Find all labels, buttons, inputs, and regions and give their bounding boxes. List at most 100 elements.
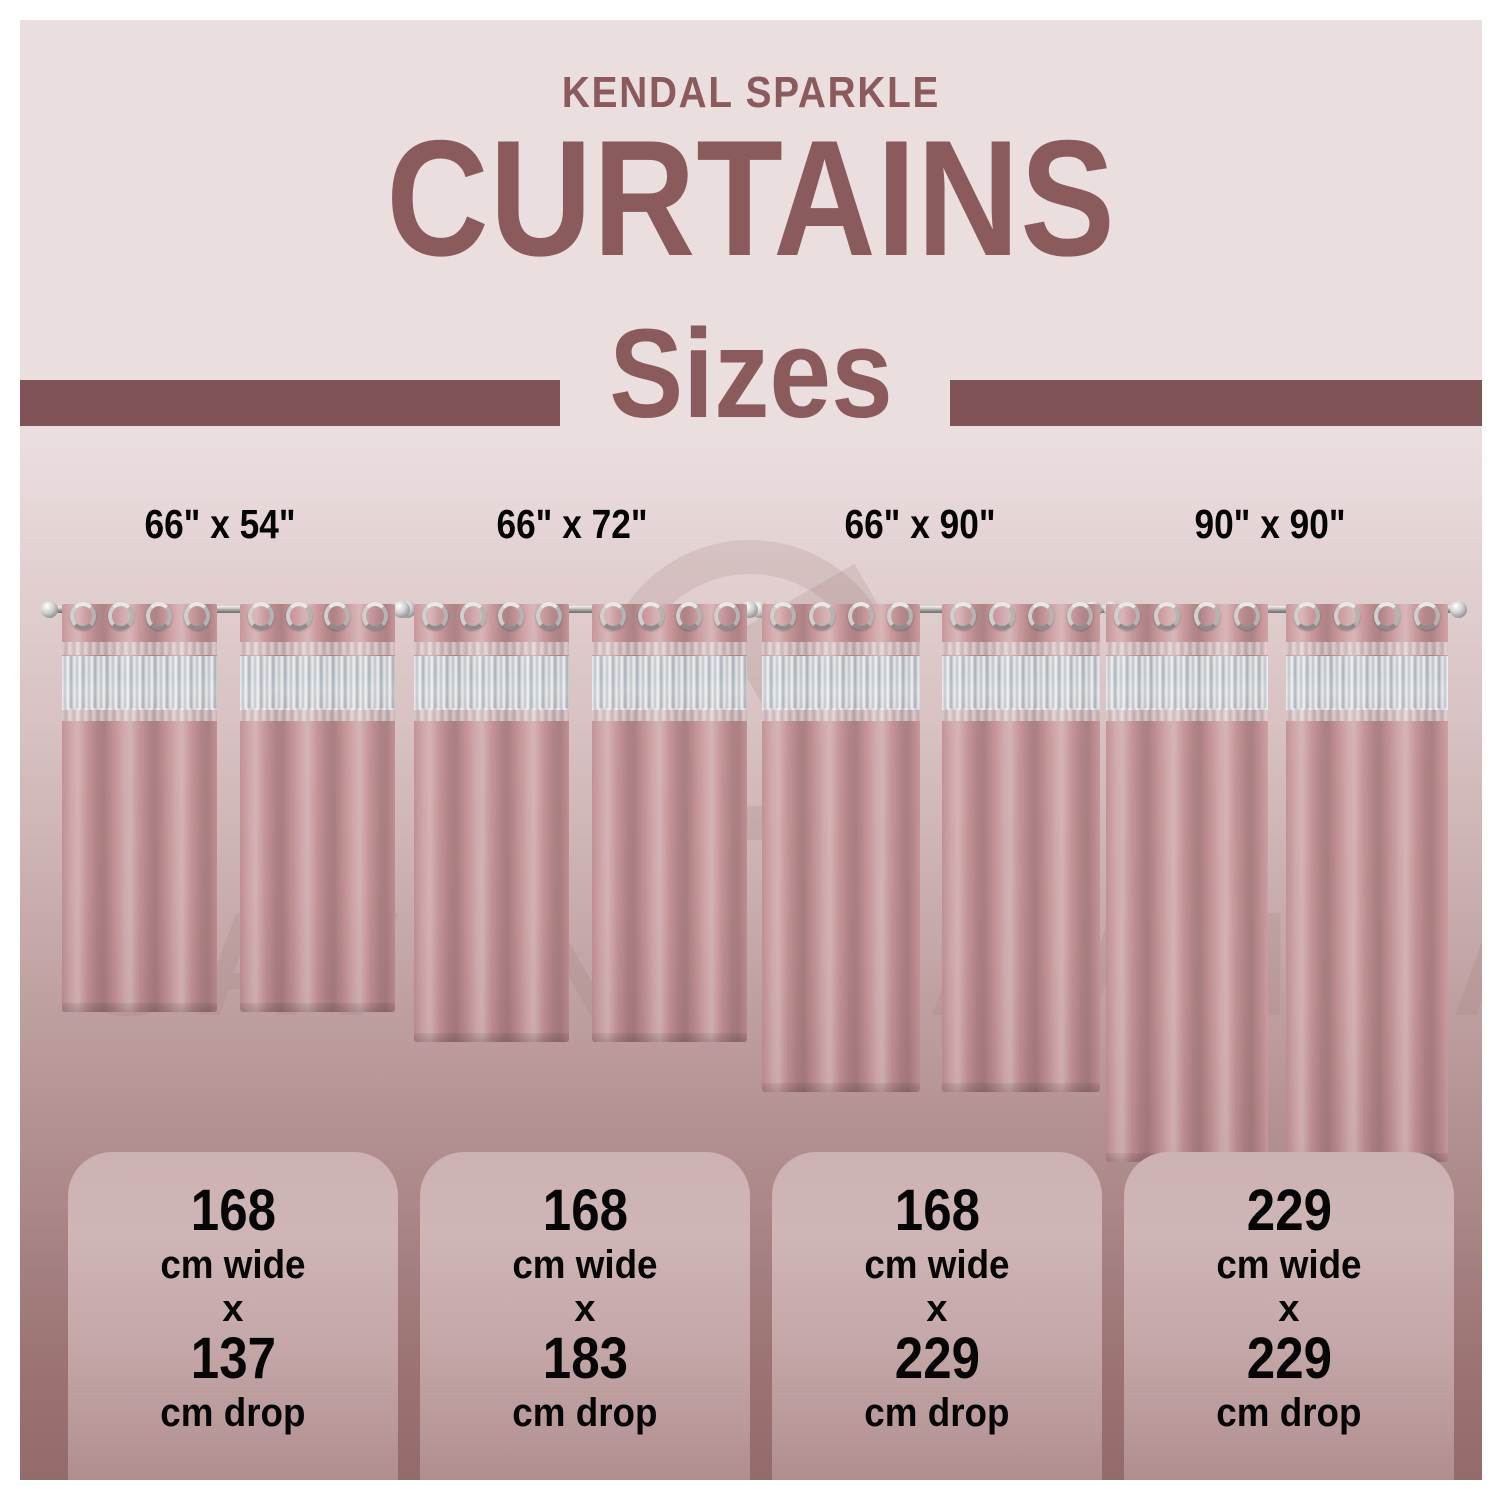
sparkle-band-top — [942, 642, 1100, 655]
curtain-rod — [1100, 606, 1452, 613]
width-unit: cm wide — [1216, 1243, 1362, 1287]
size-label-0: 66" x 54" — [144, 501, 296, 547]
curtain-group-66x90 — [741, 592, 1121, 1092]
sparkle-band-top — [1286, 642, 1448, 655]
eyelet — [362, 602, 388, 630]
sparkle-band-top — [62, 642, 217, 655]
eyelet — [1114, 602, 1140, 630]
dimension-separator: x — [926, 1288, 948, 1330]
panel-hem — [942, 1083, 1100, 1092]
curtain-panel-right — [240, 604, 395, 1012]
drop-value: 183 — [542, 1326, 628, 1391]
eyelet — [286, 602, 312, 630]
width-value: 168 — [542, 1178, 628, 1243]
sparkle-band — [942, 656, 1100, 710]
sparkle-band-bottom — [592, 708, 747, 721]
width-unit: cm wide — [864, 1243, 1010, 1287]
size-label-1: 66" x 72" — [496, 501, 648, 547]
curtain-group-66x72 — [393, 592, 768, 1042]
banner-bar-left — [20, 380, 560, 426]
measurement-box-2: 168 cm wide x 229 cm drop — [772, 1152, 1102, 1480]
measurement-box-3: 229 cm wide x 229 cm drop — [1124, 1152, 1454, 1480]
rod-finial-left-icon — [41, 601, 58, 618]
width-value: 168 — [190, 1178, 276, 1243]
sparkle-band — [240, 656, 395, 710]
eyelet — [887, 602, 913, 630]
eyelet — [809, 602, 835, 630]
eyelet — [498, 602, 524, 630]
curtain-illustration-area — [20, 20, 1482, 1480]
banner-bar-right — [950, 380, 1482, 426]
page-title: CURTAINS — [386, 106, 1116, 290]
drop-unit: cm drop — [1216, 1391, 1362, 1435]
panel-hem — [762, 1083, 920, 1092]
panel-hem — [62, 1003, 217, 1012]
dimension-separator: x — [222, 1288, 244, 1330]
size-label-2: 66" x 90" — [844, 501, 996, 547]
sparkle-band-top — [762, 642, 920, 655]
sparkle-band — [1286, 656, 1448, 710]
measurement-box-1: 168 cm wide x 183 cm drop — [420, 1152, 750, 1480]
curtain-rod — [56, 606, 401, 613]
eyelet — [536, 602, 562, 630]
eyelet — [950, 602, 976, 630]
panel-hem — [414, 1033, 569, 1042]
sparkle-band — [762, 656, 920, 710]
width-unit: cm wide — [160, 1243, 306, 1287]
curtain-panel-left — [62, 604, 217, 1012]
eyelet — [1234, 602, 1260, 630]
curtain-panel-right — [1286, 604, 1448, 1162]
eyelet — [146, 602, 172, 630]
eyelet — [324, 602, 350, 630]
sparkle-band-bottom — [942, 708, 1100, 721]
eyelet — [184, 602, 210, 630]
measurement-box-0: 168 cm wide x 137 cm drop — [68, 1152, 398, 1480]
eyelet — [460, 602, 486, 630]
eyelet — [1067, 602, 1093, 630]
panel-hem — [592, 1033, 747, 1042]
eyelet — [848, 602, 874, 630]
sparkle-band-bottom — [414, 708, 569, 721]
eyelet — [600, 602, 626, 630]
width-value: 229 — [1246, 1178, 1332, 1243]
measurement-box-row: 168 cm wide x 137 cm drop 168 cm wide x … — [20, 1152, 1482, 1480]
sparkle-band-top — [240, 642, 395, 655]
sparkle-band — [592, 656, 747, 710]
sparkle-band-bottom — [762, 708, 920, 721]
drop-unit: cm drop — [864, 1391, 1010, 1435]
width-unit: cm wide — [512, 1243, 658, 1287]
eyelet — [770, 602, 796, 630]
eyelet — [1194, 602, 1220, 630]
sparkle-band — [414, 656, 569, 710]
eyelet — [108, 602, 134, 630]
curtain-panel-right — [942, 604, 1100, 1092]
sparkle-band — [1106, 656, 1268, 710]
header-background — [20, 20, 1482, 440]
sparkle-band-top — [592, 642, 747, 655]
eyelet — [638, 602, 664, 630]
sparkle-band-bottom — [1106, 708, 1268, 721]
eyelet — [422, 602, 448, 630]
curtain-rod — [756, 606, 1106, 613]
eyelet — [70, 602, 96, 630]
eyelet — [248, 602, 274, 630]
sparkle-band-bottom — [240, 708, 395, 721]
drop-unit: cm drop — [512, 1391, 658, 1435]
eyelet — [676, 602, 702, 630]
banner-title-sizes: Sizes — [609, 303, 893, 444]
eyelet — [1154, 602, 1180, 630]
drop-value: 137 — [190, 1326, 276, 1391]
sparkle-band-top — [1106, 642, 1268, 655]
rod-finial-right-icon — [1450, 601, 1467, 618]
sparkle-band-bottom — [62, 708, 217, 721]
curtain-panel-left — [1106, 604, 1268, 1162]
dimension-separator: x — [574, 1288, 596, 1330]
eyelet — [1414, 602, 1440, 630]
curtain-panel-right — [592, 604, 747, 1042]
curtain-rod — [408, 606, 753, 613]
curtain-panel-left — [414, 604, 569, 1042]
eyelet — [1028, 602, 1054, 630]
eyelet — [989, 602, 1015, 630]
curtain-group-66x54 — [41, 592, 416, 1012]
